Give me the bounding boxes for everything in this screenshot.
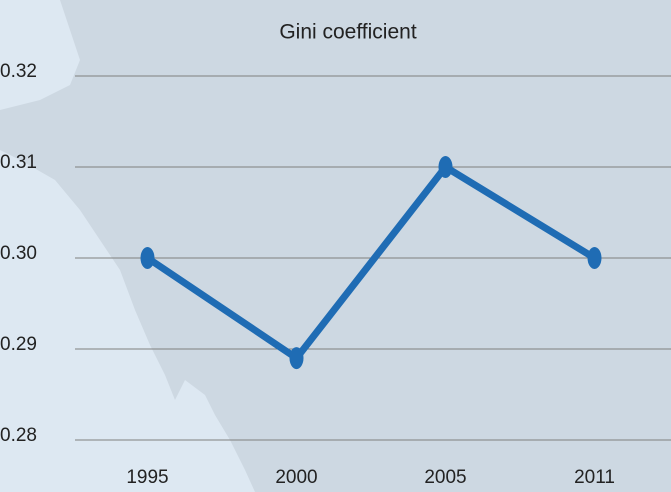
y-tick-label: 0.32 [0, 61, 37, 82]
chart-title: Gini coefficient [279, 21, 417, 44]
x-tick-label: 1995 [126, 467, 168, 488]
marker [140, 247, 155, 269]
marker [438, 156, 453, 178]
y-tick-label: 0.29 [0, 334, 37, 355]
line [145, 162, 597, 363]
marker [587, 247, 602, 269]
x-tick-label: 2000 [275, 467, 317, 488]
marker [289, 347, 304, 370]
y-tick-label: 0.28 [0, 425, 37, 446]
y-tick-label: 0.30 [0, 243, 37, 264]
x-tick-label: 2005 [424, 467, 466, 488]
y-tick-label: 0.31 [0, 152, 37, 173]
x-tick-label: 2011 [574, 467, 615, 488]
